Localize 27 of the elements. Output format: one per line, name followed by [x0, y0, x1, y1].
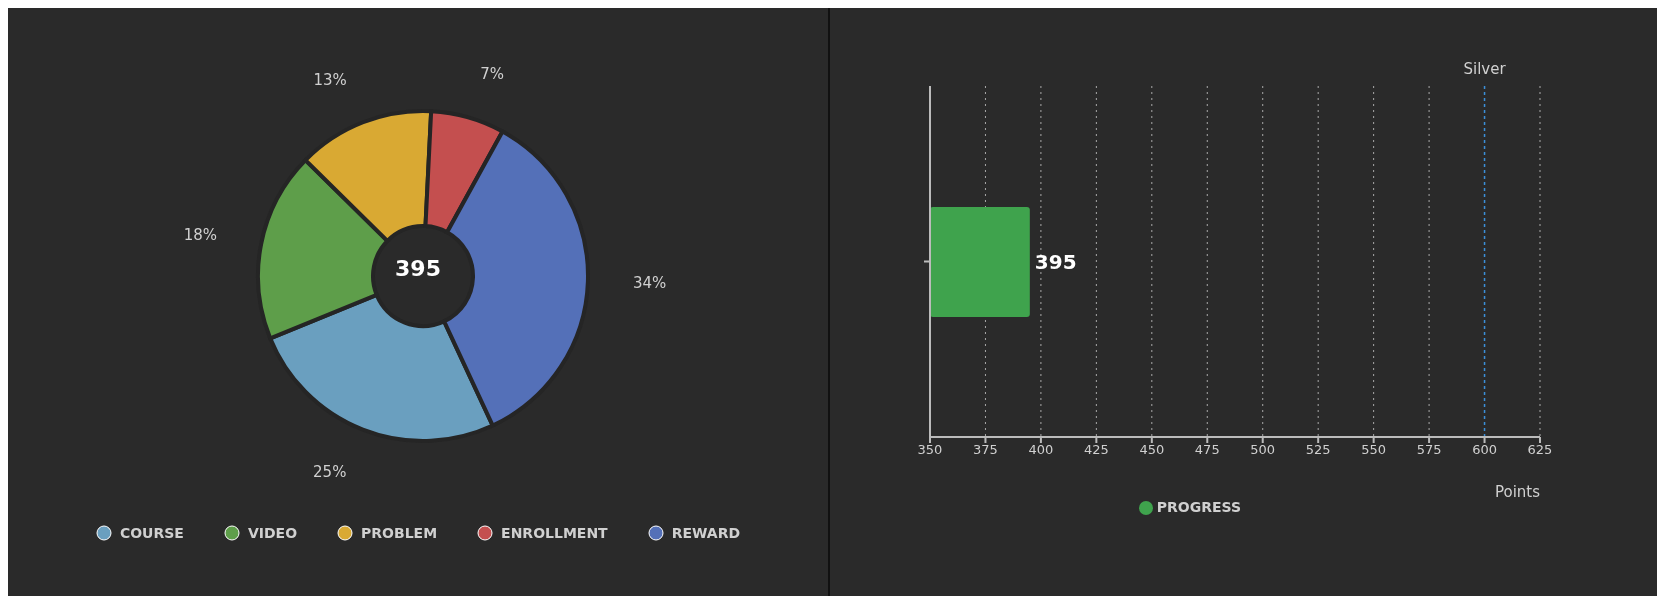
- x-tick-label: 550: [1361, 442, 1387, 458]
- x-tick-label: 400: [1028, 442, 1054, 458]
- x-tick-label: 525: [1305, 442, 1331, 458]
- data-label: 13%: [313, 71, 347, 90]
- data-label: 7%: [480, 64, 505, 83]
- legend-label: VIDEO: [247, 525, 298, 541]
- x-tick-label: 475: [1194, 442, 1220, 458]
- data-label: 395: [1034, 250, 1077, 275]
- data-label: 34%: [632, 273, 667, 292]
- x-tick-label: 375: [973, 442, 998, 458]
- x-tick-label: 350: [917, 442, 943, 458]
- x-tick-label: 450: [1139, 442, 1165, 458]
- ref-line-label: Silver: [1463, 60, 1507, 78]
- legend-label: REWARD: [671, 525, 741, 541]
- data-label: 25%: [313, 462, 347, 481]
- legend-label: PROBLEM: [361, 525, 438, 541]
- x-tick-label: 500: [1250, 442, 1276, 458]
- legend-label: COURSE: [119, 525, 184, 541]
- x-axis-title: Points: [1494, 483, 1541, 501]
- data-label: 18%: [183, 226, 217, 245]
- x-tick-label: 600: [1472, 442, 1497, 458]
- x-tick-label: 625: [1527, 442, 1553, 458]
- legend-label: PROGRESS: [1156, 499, 1242, 515]
- x-tick-label: 425: [1083, 442, 1109, 458]
- x-tick-label: 575: [1416, 442, 1442, 458]
- legend-label: ENROLLMENT: [501, 525, 608, 541]
- text: 395: [394, 256, 442, 281]
